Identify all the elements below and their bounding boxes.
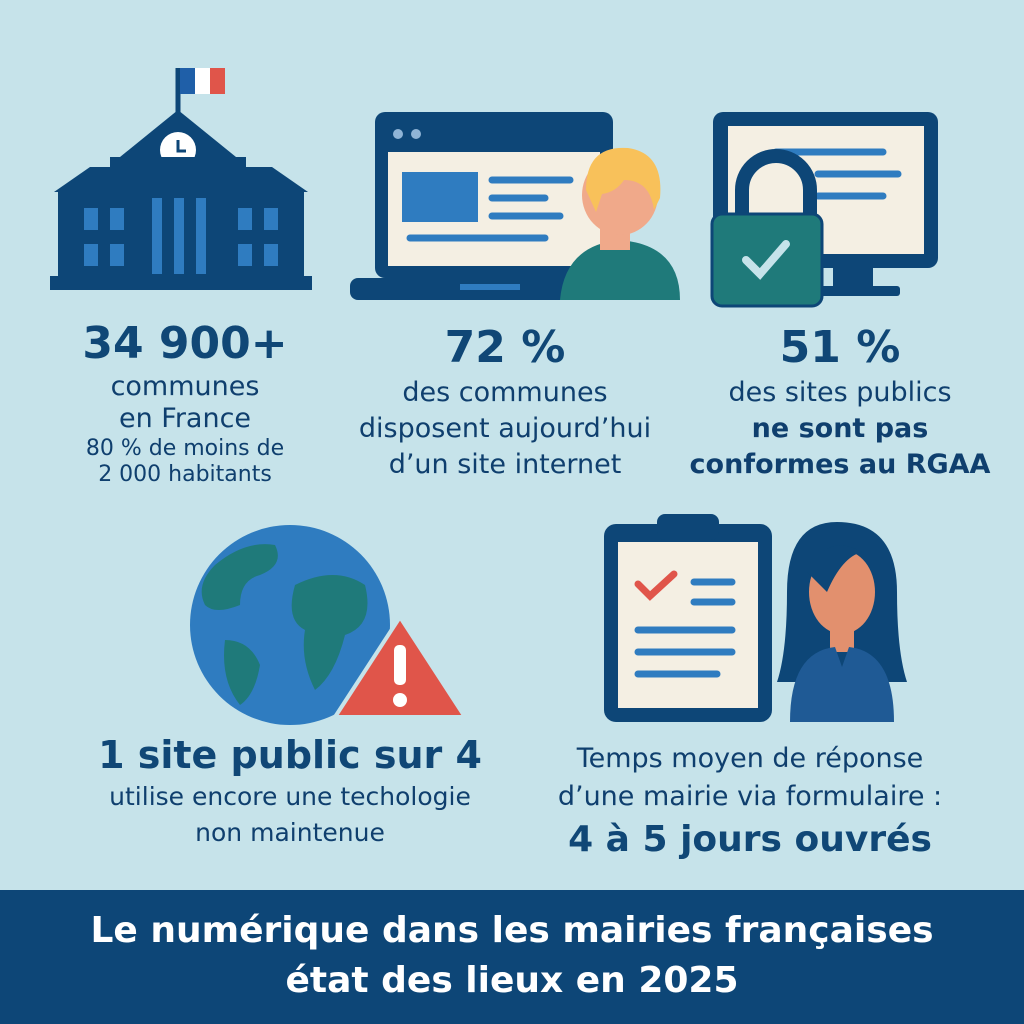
globe-warning-icon [190,525,465,725]
title-banner: Le numérique dans les mairies françaises… [0,890,1024,1024]
title-line-1: Le numérique dans les mairies françaises [90,910,934,951]
town-hall-icon [50,68,312,290]
stat-value: 72 % [444,322,566,373]
stat-line: conformes au RGAA [689,448,991,480]
stat-line: non maintenue [195,817,385,847]
stat-line: communes [110,370,260,402]
stat-line: en France [118,403,252,435]
stat-note: 80 % de moins de [85,435,285,461]
stat-value: 34 900+ [82,318,288,369]
stat-line: disposent aujourd’hui [358,412,652,444]
stat-line: Temps moyen de réponse [576,743,924,774]
title-line-2: état des lieux en 2025 [285,960,739,1001]
stat-rgaa: 51 % des sites publics ne sont pas confo… [670,322,1010,483]
stat-line: ne sont pas [751,412,929,444]
clipboard-person-icon [604,514,907,722]
stat-note: 2 000 habitants [98,461,272,487]
laptop-user-icon [350,112,680,300]
stat-communes: 34 900+ communes en France 80 % de moins… [40,318,330,488]
monitor-lock-icon [710,112,938,308]
stat-line: utilise encore une techologie [109,781,471,811]
stat-line: d’un site internet [388,448,622,480]
stat-line: des sites publics [728,376,952,408]
stat-value: 51 % [779,322,901,373]
stat-technology: 1 site public sur 4 utilise encore une t… [80,733,500,851]
stat-value: 1 site public sur 4 [98,733,482,777]
stat-sites: 72 % des communes disposent aujourd’hui … [330,322,680,483]
stat-line: d’une mairie via formulaire : [557,781,943,812]
stat-response-time: Temps moyen de réponse d’une mairie via … [520,740,980,864]
stat-line: des communes [402,376,608,408]
stat-value: 4 à 5 jours ouvrés [568,819,932,860]
